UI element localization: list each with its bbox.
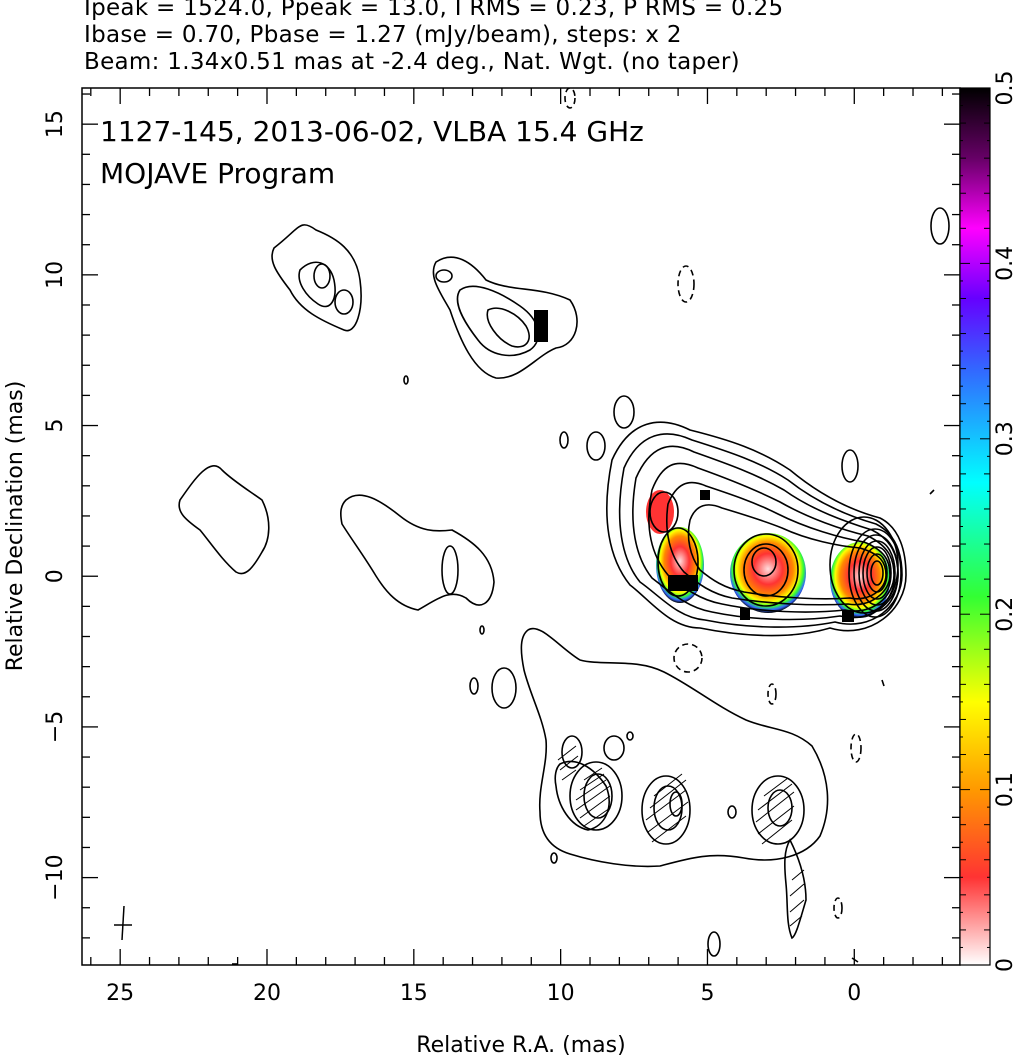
- lower-contours: [469, 625, 829, 957]
- y-tick-label: 10: [43, 261, 68, 289]
- plot-frame: [81, 87, 961, 966]
- y-tick-label: 5: [43, 419, 68, 433]
- hatch-marks: [557, 745, 805, 927]
- colorbar-tick-label: 0.1: [993, 772, 1018, 807]
- core-contours: [559, 207, 950, 637]
- header-line-3: Beam: 1.34x0.51 mas at -2.4 deg., Nat. W…: [84, 49, 740, 75]
- colorbar-tick-label: 0.3: [993, 421, 1018, 456]
- noise-marks: [232, 489, 935, 965]
- x-tick-label: 20: [253, 981, 281, 1006]
- pol-patch-dark-3: [700, 490, 710, 500]
- colorbar-tick-label: 0.2: [993, 597, 1018, 632]
- x-tick-label: 5: [700, 981, 714, 1006]
- pol-patch-dark-4: [842, 610, 854, 622]
- y-tick-label: 15: [43, 110, 68, 138]
- y-axis-label: Relative Declination (mas): [3, 381, 28, 672]
- beam-marker: [114, 905, 132, 941]
- axis-ticks: [82, 88, 960, 965]
- x-tick-labels: 25 20 15 10 5 0: [106, 981, 861, 1006]
- x-tick-label: 25: [106, 981, 134, 1006]
- pol-patch-dark-2: [534, 310, 548, 342]
- colorbar-tick-label: 0: [993, 958, 1018, 972]
- pol-patch-dark-1: [668, 575, 698, 591]
- x-tick-label: 0: [847, 981, 861, 1006]
- x-tick-label: 10: [547, 981, 575, 1006]
- plot-subtitle: MOJAVE Program: [100, 157, 335, 190]
- negative-contours: [564, 88, 862, 919]
- halo-contours: [178, 224, 578, 611]
- header-line-2: Ibase = 0.70, Pbase = 1.27 (mJy/beam), s…: [84, 22, 682, 48]
- colorbar-tick-labels: 0 0.1 0.2 0.3 0.4 0.5: [993, 71, 1018, 973]
- pol-patch-knot-a: [730, 533, 806, 613]
- x-axis-label: Relative R.A. (mas): [416, 1033, 625, 1058]
- y-tick-labels: 15 10 5 0 −5 −10: [43, 110, 68, 901]
- colorbar-tick-label: 0.5: [993, 71, 1018, 106]
- colorbar-tick-label: 0.4: [993, 246, 1018, 281]
- colorbar-ticks: [960, 87, 990, 966]
- y-tick-label: −5: [43, 711, 68, 743]
- y-tick-label: 0: [43, 569, 68, 583]
- pol-patch-dark-5: [740, 608, 750, 620]
- header-line-1: Ipeak = 1524.0, Ppeak = 13.0, I RMS = 0.…: [84, 0, 784, 21]
- x-tick-label: 15: [400, 981, 428, 1006]
- colorbar: [959, 87, 991, 966]
- y-tick-label: −10: [43, 854, 68, 900]
- plot-title: 1127-145, 2013-06-02, VLBA 15.4 GHz: [100, 115, 644, 148]
- contour-map: [178, 88, 950, 965]
